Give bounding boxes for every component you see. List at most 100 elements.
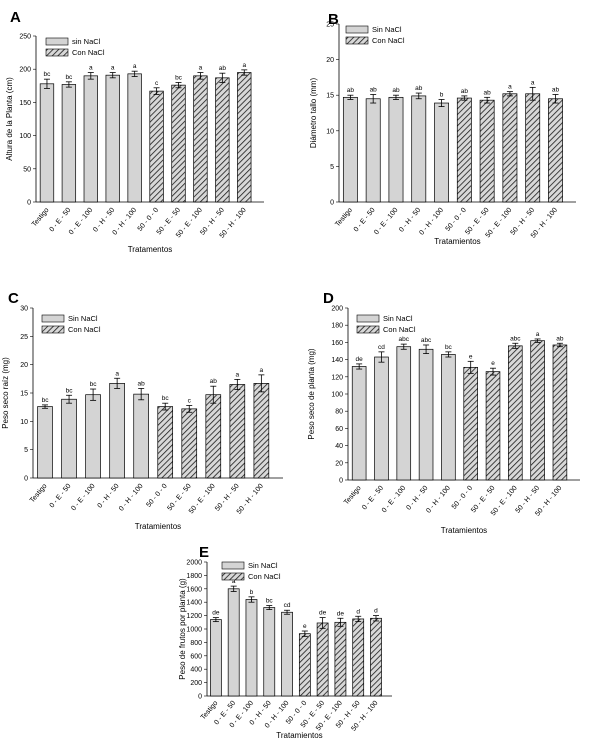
legend-label: Sin NaCl bbox=[383, 314, 413, 323]
legend-swatch bbox=[221, 572, 245, 581]
significance-letter: abc bbox=[510, 335, 521, 342]
x-tick-label: Testigo bbox=[31, 207, 51, 229]
y-tick-label: 180 bbox=[331, 323, 343, 330]
significance-letter: de bbox=[356, 356, 364, 363]
y-tick-label: 400 bbox=[190, 667, 202, 674]
x-tick-label: Testigo bbox=[343, 485, 363, 507]
bar bbox=[374, 356, 389, 481]
x-tick-label: 0 - H - 100 bbox=[418, 207, 445, 237]
y-tick-label: 10 bbox=[326, 128, 334, 135]
bar bbox=[127, 73, 142, 203]
significance-letter: a bbox=[508, 84, 512, 91]
y-tick-label: 15 bbox=[20, 391, 28, 398]
bar bbox=[193, 75, 208, 203]
significance-letter: de bbox=[337, 610, 345, 617]
bar bbox=[83, 75, 98, 203]
significance-letter: de bbox=[212, 610, 220, 617]
bar bbox=[157, 406, 174, 479]
legend-label: Sin NaCl bbox=[248, 561, 278, 570]
significance-letter: ab bbox=[552, 86, 560, 93]
y-tick-label: 0 bbox=[24, 476, 28, 483]
y-tick-label: 100 bbox=[331, 392, 343, 399]
bar bbox=[370, 617, 382, 697]
significance-letter: a bbox=[531, 79, 535, 86]
legend-swatch bbox=[345, 25, 369, 34]
x-tick-label: Testigo bbox=[29, 483, 49, 505]
panel-label: C bbox=[8, 290, 19, 307]
y-tick-label: 250 bbox=[19, 34, 31, 41]
bar bbox=[508, 345, 523, 481]
bar bbox=[281, 611, 293, 697]
x-tick-label: 0 - E - 50 bbox=[361, 485, 385, 512]
y-axis-label: Peso de frutos por planta (g) bbox=[178, 578, 187, 680]
bar bbox=[502, 93, 518, 203]
significance-letter: bc bbox=[175, 74, 183, 81]
y-axis-label: Diámetro tallo (mm) bbox=[309, 78, 318, 149]
x-tick-label: Testigo bbox=[334, 207, 354, 229]
x-axis-label: Tratamientos bbox=[276, 731, 322, 740]
bar bbox=[263, 607, 276, 697]
bar bbox=[485, 371, 501, 481]
y-tick-label: 20 bbox=[20, 362, 28, 369]
y-tick-label: 20 bbox=[335, 460, 343, 467]
bar bbox=[334, 621, 347, 697]
x-axis-label: Tratamientos bbox=[135, 522, 181, 531]
chart-E: E 0 200 400 600 800 1000 1200 1400 1600 1800 2000 Pe… bbox=[178, 544, 392, 740]
legend-swatch bbox=[45, 48, 69, 57]
bar bbox=[316, 622, 329, 697]
significance-letter: ab bbox=[461, 88, 469, 95]
panel-label: E bbox=[199, 544, 209, 561]
x-tick-label: 50 - H - 50 bbox=[214, 483, 241, 513]
significance-letter: ab bbox=[370, 86, 378, 93]
y-tick-label: 800 bbox=[190, 640, 202, 647]
significance-letter: a bbox=[133, 63, 137, 70]
x-axis-label: Tratamientos bbox=[441, 526, 487, 535]
significance-letter: b bbox=[250, 589, 254, 596]
bar bbox=[61, 398, 77, 479]
bar bbox=[456, 97, 472, 203]
chart-A: A 0 50 100 150 200 250 Altura de la Planta (cm)… bbox=[5, 9, 264, 254]
bar bbox=[411, 95, 427, 203]
x-tick-label: 0 - E - 50 bbox=[353, 207, 377, 234]
x-tick-label: 0 - E - 100 bbox=[373, 207, 399, 237]
bar bbox=[245, 599, 258, 697]
bar bbox=[237, 72, 252, 203]
bar bbox=[133, 393, 149, 479]
bar bbox=[205, 394, 222, 479]
y-tick-label: 0 bbox=[339, 478, 343, 485]
bar bbox=[298, 633, 311, 697]
significance-letter: d bbox=[356, 608, 360, 615]
y-tick-label: 5 bbox=[24, 447, 28, 454]
bar bbox=[105, 74, 120, 203]
bar bbox=[530, 340, 545, 481]
significance-letter: bc bbox=[445, 344, 453, 351]
y-tick-label: 80 bbox=[335, 409, 343, 416]
bar bbox=[479, 99, 495, 203]
significance-letter: e bbox=[491, 360, 495, 367]
x-tick-label: 0 - E - 100 bbox=[70, 483, 96, 513]
legend-swatch bbox=[345, 36, 369, 45]
significance-letter: ab bbox=[415, 85, 423, 92]
x-tick-label: 0 - E - 50 bbox=[49, 483, 73, 510]
bar bbox=[39, 83, 55, 203]
significance-letter: de bbox=[319, 610, 327, 617]
y-tick-label: 600 bbox=[190, 653, 202, 660]
legend-label: Con NaCl bbox=[372, 36, 405, 45]
y-tick-label: 160 bbox=[331, 340, 343, 347]
chart-D: D 0 20 40 60 80 100 120 140 160 180 200 Peso seco de… bbox=[307, 290, 580, 535]
x-tick-label: 50 - 0 - 0 bbox=[137, 207, 160, 233]
legend-label: Con NaCl bbox=[383, 325, 416, 334]
y-axis-label: Altura de la Planta (cm) bbox=[5, 77, 14, 161]
significance-letter: bc bbox=[66, 387, 74, 394]
bar bbox=[463, 366, 478, 481]
bar bbox=[418, 348, 434, 481]
bar bbox=[342, 96, 358, 203]
y-tick-label: 1800 bbox=[186, 573, 202, 580]
y-tick-label: 25 bbox=[20, 334, 28, 341]
y-tick-label: 0 bbox=[27, 200, 31, 207]
legend-swatch bbox=[45, 37, 69, 46]
y-tick-label: 200 bbox=[19, 67, 31, 74]
significance-letter: a bbox=[236, 371, 240, 378]
x-tick-label: 50 - 0 - 0 bbox=[444, 207, 467, 233]
